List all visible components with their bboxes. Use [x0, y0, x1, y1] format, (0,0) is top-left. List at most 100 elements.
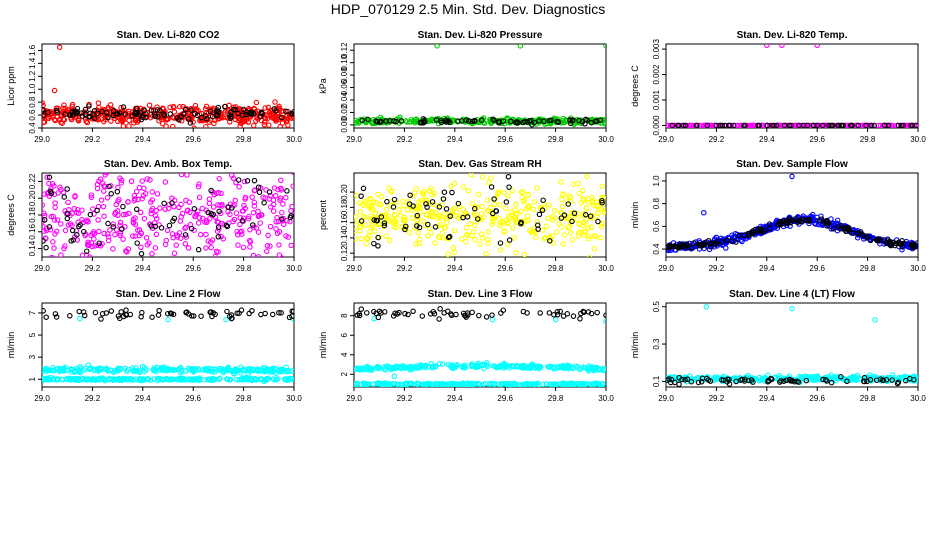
data-point-black — [431, 311, 438, 317]
data-point-magenta — [697, 122, 703, 128]
data-point-black — [232, 106, 238, 113]
data-point-cyan — [246, 366, 253, 372]
data-point-magenta — [177, 235, 184, 241]
data-point-black — [198, 313, 204, 319]
data-point-cyan — [464, 381, 470, 387]
data-point-magenta — [54, 217, 61, 223]
data-point-black — [382, 309, 388, 315]
data-point-black — [243, 111, 249, 118]
data-point-black — [728, 238, 735, 244]
data-point-black — [103, 310, 110, 316]
data-point-yellow — [354, 213, 359, 220]
data-point-magenta — [260, 194, 266, 201]
data-point-black — [863, 122, 869, 128]
points-layer — [354, 306, 606, 387]
x-tick-label: 29.8 — [860, 264, 876, 273]
data-point-black — [80, 228, 87, 235]
data-point-magenta — [171, 250, 178, 257]
x-tick-label: 29.6 — [497, 394, 513, 403]
outlier-point-cyan — [552, 316, 559, 323]
data-point-black — [376, 308, 383, 315]
data-point-black — [736, 232, 742, 239]
data-point-red — [51, 116, 58, 123]
data-point-black — [580, 308, 586, 315]
data-point-cyan — [139, 363, 146, 370]
data-point-magenta — [266, 196, 272, 202]
data-point-magenta — [125, 199, 131, 205]
data-point-black — [74, 231, 80, 238]
chart-title: Stan. Dev. Gas Stream RH — [418, 159, 541, 170]
data-point-yellow — [400, 198, 406, 205]
data-point-cyan — [49, 364, 56, 371]
data-point-magenta — [209, 189, 216, 195]
data-point-magenta — [250, 252, 257, 257]
data-point-yellow — [504, 241, 511, 248]
data-point-red — [270, 112, 277, 118]
data-point-black — [491, 196, 497, 202]
data-point-cyan — [177, 369, 184, 376]
data-point-black — [597, 117, 604, 123]
data-point-magenta — [865, 122, 872, 128]
data-point-cyan — [249, 366, 256, 372]
data-point-yellow — [434, 215, 441, 221]
data-point-yellow — [566, 224, 572, 230]
data-point-yellow — [538, 206, 545, 212]
data-point-magenta — [253, 225, 260, 231]
data-point-red — [192, 102, 199, 109]
data-point-black — [565, 201, 571, 207]
data-point-red — [283, 118, 290, 125]
data-point-black — [669, 122, 676, 128]
data-point-cyan — [596, 367, 603, 373]
data-point-black — [531, 119, 538, 126]
data-point-red — [236, 109, 242, 115]
data-point-black — [445, 308, 451, 315]
data-point-black — [739, 376, 745, 383]
data-point-yellow — [422, 222, 429, 229]
data-point-yellow — [542, 235, 549, 241]
data-point-magenta — [86, 254, 93, 257]
data-point-magenta — [103, 173, 110, 176]
data-point-black — [443, 206, 450, 212]
data-point-black — [45, 109, 51, 116]
outlier-point-blue — [789, 173, 795, 180]
data-point-black — [733, 378, 739, 385]
y-axis-label: Licor ppm — [6, 66, 16, 106]
plot-frame — [665, 172, 919, 258]
data-point-magenta — [148, 207, 155, 214]
data-point-yellow — [567, 230, 574, 236]
data-point-magenta — [249, 194, 255, 200]
y-axis-label: ml/min — [6, 332, 16, 359]
x-tick-label: 29.0 — [658, 394, 674, 403]
data-point-black — [537, 310, 543, 316]
data-point-magenta — [170, 264, 174, 268]
data-point-yellow — [528, 229, 535, 235]
data-point-black — [73, 110, 79, 117]
data-point-black — [855, 122, 862, 128]
data-point-black — [777, 379, 783, 385]
data-point-red — [95, 100, 102, 106]
data-point-magenta — [47, 226, 54, 233]
x-tick-label: 29.8 — [860, 135, 876, 144]
data-point-yellow — [524, 213, 531, 219]
data-point-yellow — [375, 191, 381, 198]
data-point-black — [440, 196, 447, 202]
x-tick-label: 29.4 — [759, 135, 775, 144]
x-tick-label: 29.2 — [85, 394, 101, 403]
y-tick-label: 0.8 — [28, 96, 37, 108]
data-point-black — [520, 308, 527, 315]
y-tick-label: 0.20 — [340, 184, 349, 200]
data-point-cyan — [449, 362, 455, 368]
data-point-yellow — [471, 212, 478, 218]
data-point-black — [472, 205, 478, 212]
data-point-black — [244, 178, 251, 184]
data-point-yellow — [409, 193, 416, 199]
data-point-cyan — [428, 360, 435, 367]
plot-frame — [41, 302, 295, 388]
data-point-magenta — [148, 210, 154, 217]
data-point-cyan — [362, 365, 369, 372]
data-point-magenta — [55, 190, 61, 196]
data-point-yellow — [425, 233, 431, 239]
data-point-red — [163, 123, 169, 128]
data-point-magenta — [117, 219, 124, 226]
data-point-cyan — [557, 381, 563, 387]
